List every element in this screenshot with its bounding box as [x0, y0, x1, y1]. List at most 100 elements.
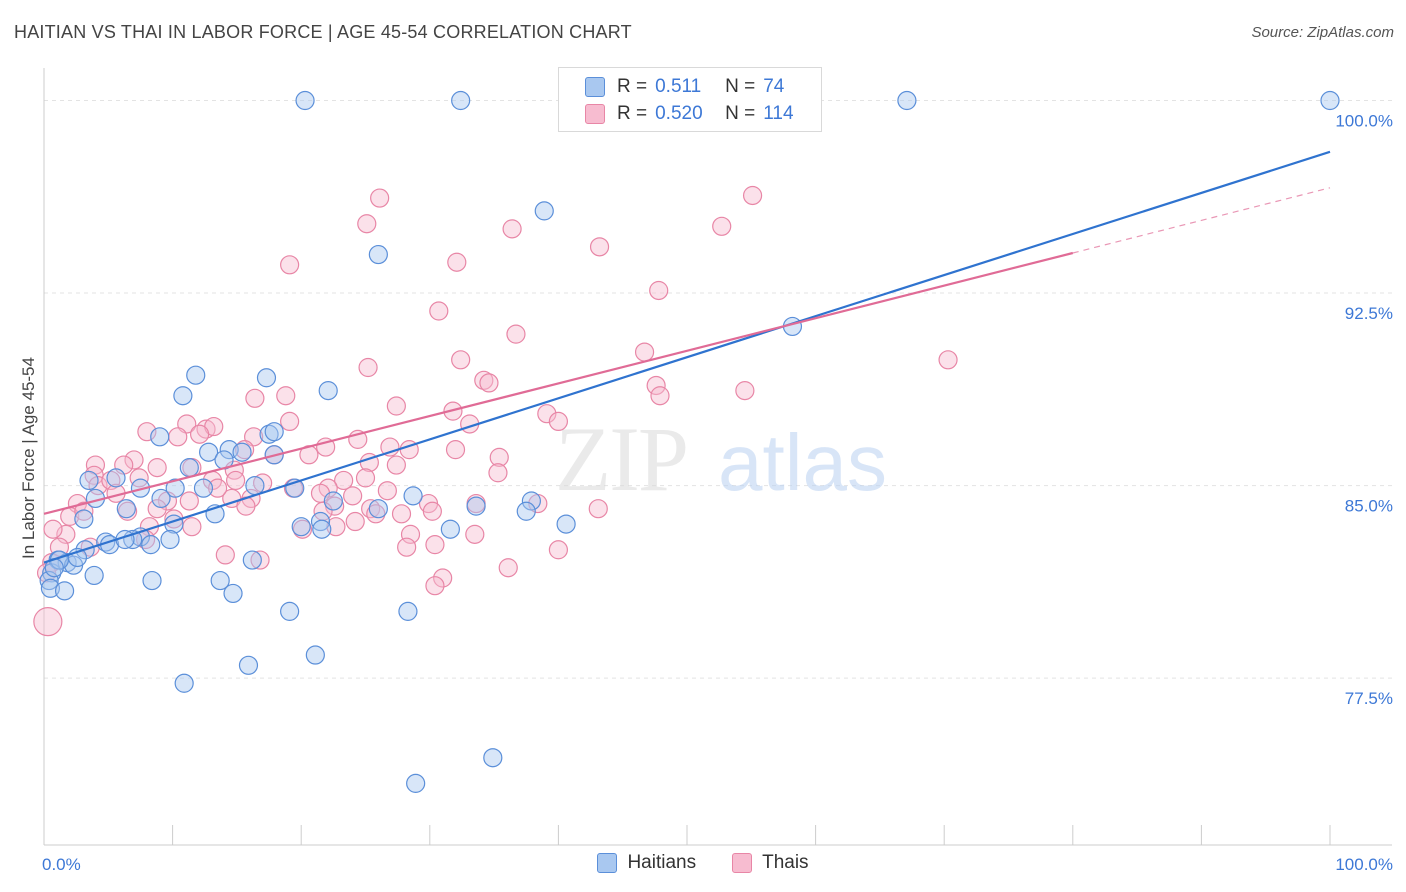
haitian-point-57 — [142, 570, 162, 591]
thai-point-16 — [474, 370, 494, 390]
series-legend: Haitians Thais — [0, 852, 1406, 874]
thai-point-110 — [250, 550, 270, 570]
haitian-point-62 — [280, 601, 300, 621]
thai-point-59 — [226, 470, 246, 491]
haitian-point-3 — [1320, 90, 1340, 111]
chart-title: HAITIAN VS THAI IN LABOR FORCE | AGE 45-… — [14, 22, 632, 42]
thai-point-70 — [208, 478, 228, 498]
thai-point-112 — [33, 607, 63, 637]
thai-point-22 — [276, 386, 296, 406]
legend-n-label: N = — [725, 103, 756, 124]
x-tick-labels: 0.0% 100.0% — [42, 855, 1393, 874]
haitian-point-34 — [116, 499, 136, 519]
thai-point-48 — [147, 458, 167, 478]
haitian-point-8 — [256, 368, 277, 388]
haitian-point-27 — [403, 486, 423, 506]
haitian-point-59 — [223, 583, 243, 604]
watermark-zip: ZIP — [555, 408, 687, 510]
y-tick-labels: 77.5% 85.0% 92.5% 100.0% — [1335, 112, 1393, 709]
thai-point-11 — [506, 324, 526, 344]
thais-n-value: 114 — [763, 103, 794, 124]
thai-point-84 — [147, 499, 167, 519]
haitians-n-value: 74 — [763, 76, 785, 97]
thai-point-109 — [215, 545, 235, 565]
thai-point-17 — [479, 373, 499, 393]
thai-point-9 — [649, 280, 669, 301]
haitian-point-21 — [79, 470, 99, 491]
haitian-point-4 — [534, 201, 554, 221]
thai-point-87 — [366, 504, 386, 524]
haitian-points — [39, 90, 1340, 793]
thai-point-60 — [334, 470, 354, 491]
haitian-point-69 — [483, 748, 503, 768]
x-tick-label-1: 100.0% — [1335, 855, 1393, 874]
thai-point-103 — [425, 535, 445, 555]
haitian-point-40 — [368, 499, 388, 519]
haitian-point-64 — [242, 550, 262, 570]
thai-point-104 — [548, 540, 569, 560]
thai-trend-line — [43, 251, 1074, 515]
thai-point-107 — [425, 576, 445, 596]
series-legend-thais[interactable]: Thais — [732, 852, 809, 874]
thai-point-51 — [386, 455, 406, 475]
haitians-swatch — [585, 77, 605, 97]
haitian-point-37 — [74, 509, 94, 529]
thai-point-23 — [386, 396, 406, 416]
haitian-point-19 — [179, 458, 199, 478]
haitian-point-16 — [199, 442, 219, 462]
thai-point-6 — [589, 237, 610, 257]
haitian-point-20 — [106, 468, 126, 488]
y-tick-label-0: 77.5% — [1345, 689, 1393, 708]
thai-point-78 — [361, 499, 381, 519]
thai-point-30 — [196, 419, 216, 439]
thai-point-61 — [355, 468, 376, 488]
thai-point-12 — [634, 342, 655, 362]
thai-points — [33, 90, 958, 637]
thai-point-82 — [74, 501, 94, 521]
haitian-point-10 — [173, 386, 193, 406]
thai-point-14 — [451, 350, 471, 370]
haitian-point-0 — [295, 90, 315, 111]
haitian-point-7 — [186, 365, 206, 385]
thai-point-89 — [345, 511, 365, 532]
haitian-point-63 — [398, 601, 418, 621]
legend-row-thais: R = 0.520 N = 114 — [585, 102, 803, 126]
haitians-r-value: 0.511 — [655, 76, 702, 97]
thais-legend-label: Thais — [762, 852, 809, 873]
thai-point-34 — [168, 427, 188, 447]
y-axis-label: In Labor Force | Age 45-54 — [19, 357, 38, 559]
thai-point-113 — [588, 499, 608, 519]
series-legend-haitians[interactable]: Haitians — [597, 852, 696, 874]
thai-point-53 — [488, 463, 508, 483]
haitian-trend-line — [43, 150, 1331, 564]
thai-point-32 — [137, 422, 157, 442]
thai-point-93 — [465, 524, 485, 544]
thai-point-57 — [129, 468, 149, 488]
thai-point-65 — [343, 486, 363, 506]
correlation-legend: R = 0.511 N = 74 R = 0.520 N = 114 — [558, 67, 822, 132]
thai-point-72 — [377, 481, 397, 501]
grid-lines — [44, 100, 1392, 679]
haitian-point-12 — [264, 422, 284, 442]
haitian-point-30 — [323, 491, 343, 511]
thai-point-7 — [280, 255, 300, 275]
haitian-point-24 — [193, 478, 214, 498]
thai-point-45 — [124, 450, 144, 470]
thai-point-98 — [43, 519, 63, 539]
thai-point-19 — [650, 386, 670, 406]
thai-point-20 — [735, 381, 755, 401]
thai-point-94 — [182, 517, 202, 537]
thai-point-1 — [370, 188, 390, 208]
haitian-point-58 — [210, 570, 230, 591]
haitian-point-13 — [150, 427, 170, 447]
haitian-point-23 — [165, 478, 185, 498]
haitian-point-38 — [291, 517, 311, 537]
haitian-point-31 — [521, 491, 541, 511]
legend-row-haitians: R = 0.511 N = 74 — [585, 75, 803, 99]
thai-point-2 — [742, 185, 763, 206]
thai-point-108 — [397, 537, 417, 557]
thai-point-18 — [646, 375, 666, 396]
haitian-point-15 — [232, 442, 252, 462]
haitians-legend-label: Haitians — [627, 852, 697, 873]
thai-point-3 — [357, 214, 377, 234]
